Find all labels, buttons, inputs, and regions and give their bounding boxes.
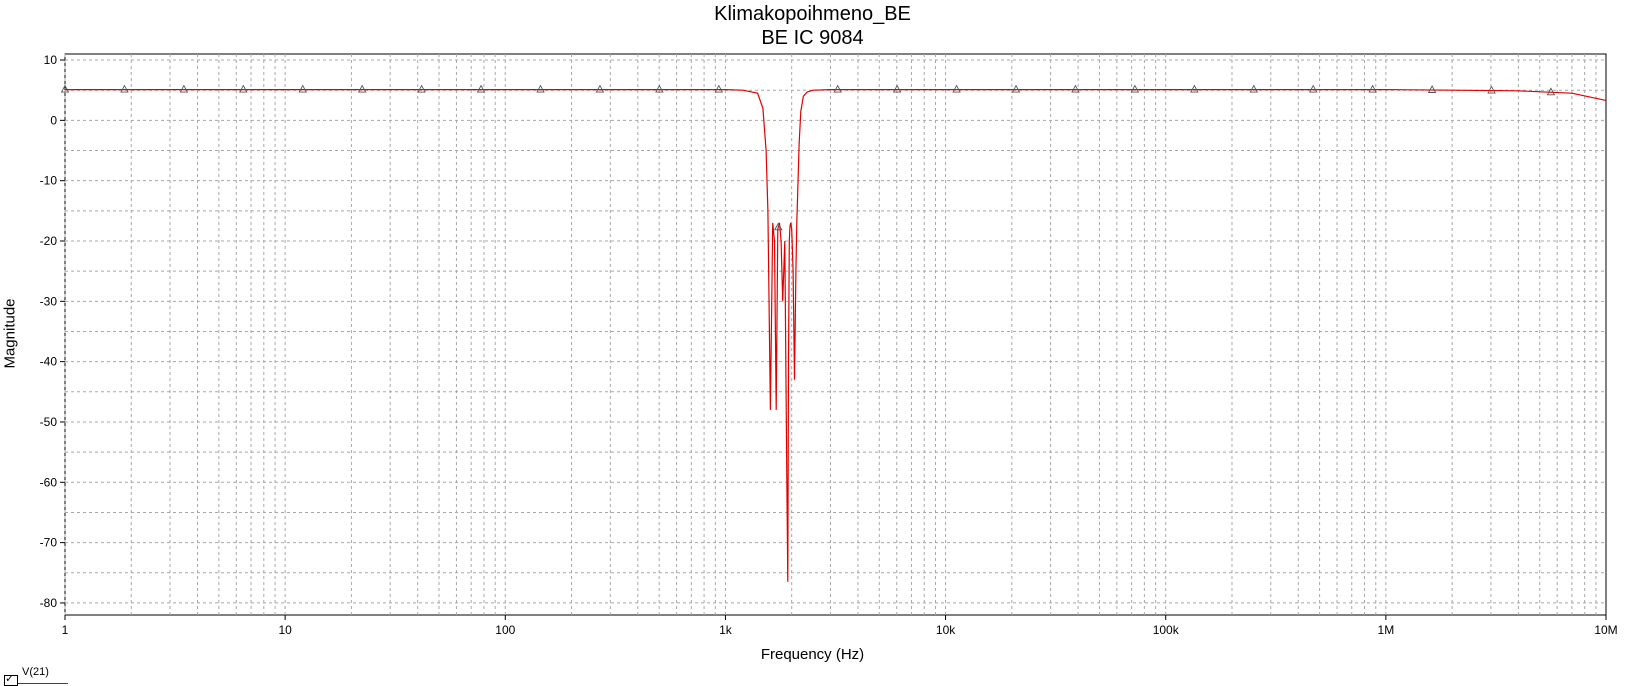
- series-marker: [655, 84, 664, 93]
- y-tick-label: -30: [40, 294, 58, 308]
- series-marker: [714, 84, 724, 93]
- series-marker: [1427, 85, 1437, 93]
- series-marker: [952, 84, 961, 93]
- x-tick-label: 10M: [1594, 623, 1617, 637]
- y-axis-label: Magnitude: [1, 298, 19, 369]
- chart-title: Klimakopoihmeno_BE: [714, 3, 911, 25]
- series-marker: [179, 84, 189, 93]
- series-marker: [1011, 84, 1021, 93]
- x-tick-label: 1M: [1378, 623, 1395, 637]
- series-marker: [1130, 84, 1140, 93]
- y-tick-label: -40: [40, 355, 58, 369]
- x-tick-label: 100: [495, 623, 515, 637]
- x-tick-label: 100k: [1153, 623, 1180, 637]
- series-marker: [60, 84, 70, 93]
- y-tick-label: -80: [40, 596, 58, 610]
- x-tick-label: 1: [62, 623, 69, 637]
- series-marker: [120, 84, 129, 93]
- y-tick-label: -70: [40, 536, 58, 550]
- y-tick-label: -10: [40, 174, 58, 188]
- series-marker: [298, 84, 308, 93]
- checkmark-icon: ✓: [5, 673, 15, 685]
- series-marker: [536, 84, 545, 93]
- series-marker: [774, 222, 783, 231]
- x-tick-label: 10: [278, 623, 292, 637]
- y-tick-label: -20: [40, 234, 58, 248]
- series-marker: [1308, 84, 1318, 93]
- x-tick-label: 10k: [936, 623, 956, 637]
- series-marker: [1249, 84, 1259, 93]
- series-marker: [595, 84, 605, 93]
- series-marker: [476, 84, 486, 93]
- y-tick-label: -60: [40, 475, 58, 489]
- series-marker: [417, 84, 426, 93]
- series-marker: [1071, 84, 1080, 93]
- series-marker: [357, 84, 367, 93]
- x-tick-label: 1k: [719, 623, 733, 637]
- series-line: [65, 88, 1607, 582]
- x-axis-label: Frequency (Hz): [760, 646, 865, 663]
- legend-series-name: V(21): [22, 666, 49, 678]
- plot-frame: [64, 53, 1607, 616]
- y-tick-label: 0: [50, 113, 57, 127]
- chart-subtitle: BE IC 9084: [761, 27, 864, 49]
- series-marker: [1368, 84, 1377, 93]
- series-marker: [1190, 84, 1199, 93]
- series-marker: [1546, 87, 1556, 96]
- y-tick-label: -50: [40, 415, 58, 429]
- series-marker: [892, 84, 902, 93]
- y-tick-label: 10: [44, 53, 58, 67]
- series-marker: [1487, 85, 1496, 94]
- series-marker: [239, 84, 248, 93]
- series-marker: [833, 84, 842, 93]
